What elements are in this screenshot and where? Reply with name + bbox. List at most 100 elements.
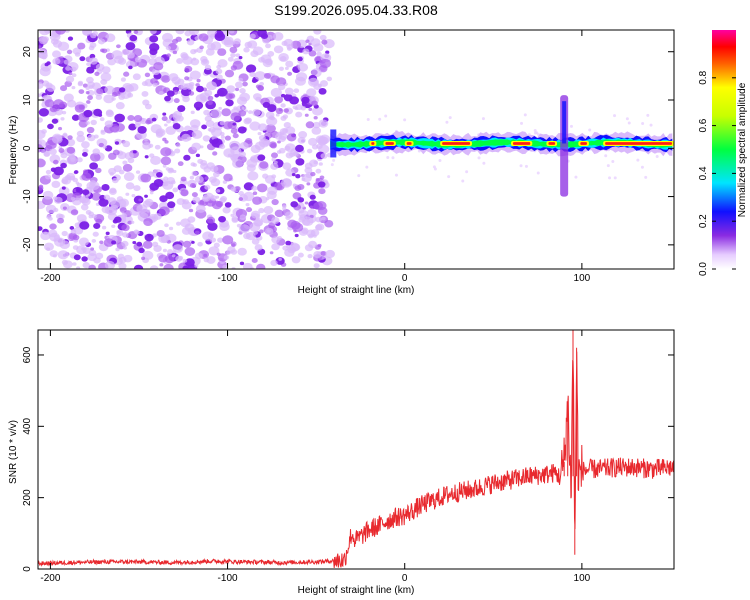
carrier-band-green bbox=[330, 139, 673, 148]
noise-speckle bbox=[203, 257, 210, 263]
noise-speckle bbox=[206, 216, 216, 224]
noise-speckle bbox=[191, 192, 198, 198]
noise-speckle bbox=[239, 151, 246, 158]
noise-speckle bbox=[239, 88, 246, 94]
noise-speckle bbox=[264, 72, 272, 79]
noise-speckle bbox=[284, 66, 289, 71]
noise-speckle bbox=[206, 256, 216, 264]
noise-speckle bbox=[222, 264, 228, 269]
noise-speckle bbox=[172, 244, 184, 253]
noise-speckle bbox=[230, 213, 235, 217]
noise-speckle bbox=[282, 128, 289, 134]
noise-speckle bbox=[53, 196, 63, 204]
noise-speckle bbox=[118, 262, 127, 269]
noise-speckle bbox=[123, 246, 127, 250]
noise-speckle bbox=[116, 230, 124, 237]
snr-y-label: SNR (10 * v/v) bbox=[8, 420, 19, 484]
noise-speckle bbox=[282, 206, 287, 211]
noise-speckle bbox=[57, 217, 64, 224]
faint-speckle bbox=[640, 165, 644, 169]
noise-speckle bbox=[114, 216, 122, 223]
faint-speckle bbox=[384, 114, 388, 118]
faint-speckle bbox=[627, 121, 631, 125]
noise-speckle bbox=[194, 230, 200, 235]
noise-speckle bbox=[258, 134, 266, 141]
noise-speckle bbox=[100, 129, 105, 133]
noise-speckle bbox=[125, 42, 136, 51]
noise-speckle bbox=[92, 148, 101, 155]
noise-speckle bbox=[293, 150, 299, 155]
noise-speckle bbox=[202, 231, 214, 241]
noise-speckle bbox=[38, 36, 49, 45]
noise-speckle bbox=[286, 133, 297, 142]
noise-speckle bbox=[222, 206, 231, 214]
noise-speckle bbox=[162, 248, 168, 253]
noise-speckle bbox=[273, 160, 278, 165]
noise-speckle bbox=[118, 169, 125, 175]
noise-speckle bbox=[180, 83, 189, 90]
noise-speckle bbox=[184, 76, 190, 81]
noise-speckle bbox=[318, 162, 323, 166]
noise-speckle bbox=[271, 174, 277, 179]
noise-speckle bbox=[311, 100, 318, 107]
spectrogram-x-tick-label: 0 bbox=[402, 273, 408, 284]
noise-speckle bbox=[238, 197, 244, 201]
noise-speckle bbox=[217, 48, 227, 56]
noise-speckle bbox=[242, 81, 248, 87]
noise-speckle bbox=[144, 103, 152, 110]
faint-speckle bbox=[625, 117, 629, 121]
noise-speckle bbox=[257, 132, 262, 136]
noise-speckle bbox=[132, 150, 137, 154]
noise-speckle bbox=[295, 144, 304, 153]
noise-speckle bbox=[121, 212, 126, 216]
noise-speckle bbox=[45, 204, 57, 214]
noise-speckle bbox=[177, 161, 184, 167]
noise-speckle bbox=[77, 42, 86, 50]
noise-speckle bbox=[107, 58, 116, 66]
noise-speckle bbox=[270, 142, 277, 149]
noise-speckle bbox=[109, 172, 114, 176]
noise-speckle bbox=[243, 47, 250, 53]
noise-speckle bbox=[259, 161, 269, 169]
noise-speckle bbox=[291, 256, 301, 264]
noise-speckle bbox=[188, 91, 195, 96]
noise-speckle bbox=[71, 73, 77, 78]
noise-speckle bbox=[66, 49, 73, 55]
faint-speckle bbox=[608, 176, 612, 180]
noise-speckle bbox=[267, 229, 271, 233]
noise-speckle bbox=[70, 196, 76, 201]
spectrogram-y-tick-label: -20 bbox=[22, 237, 33, 252]
noise-speckle bbox=[64, 30, 70, 33]
noise-speckle bbox=[97, 113, 103, 117]
noise-speckle bbox=[95, 167, 102, 174]
noise-speckle bbox=[51, 118, 59, 124]
noise-speckle bbox=[306, 182, 311, 186]
noise-speckle bbox=[309, 194, 316, 200]
noise-speckle bbox=[165, 45, 172, 51]
noise-speckle bbox=[190, 49, 197, 55]
noise-speckle bbox=[122, 140, 131, 148]
noise-speckle bbox=[90, 32, 97, 39]
noise-speckle bbox=[197, 241, 203, 247]
noise-speckle bbox=[38, 226, 43, 231]
noise-speckle bbox=[132, 240, 137, 245]
noise-speckle bbox=[202, 135, 211, 142]
noise-speckle bbox=[71, 86, 76, 90]
band-red-segment bbox=[406, 142, 412, 145]
noise-speckle bbox=[141, 91, 149, 97]
noise-speckle bbox=[49, 148, 57, 155]
noise-speckle bbox=[270, 87, 282, 98]
noise-speckle bbox=[174, 148, 181, 154]
noise-speckle bbox=[104, 260, 116, 269]
noise-speckle bbox=[65, 138, 76, 147]
noise-speckle bbox=[73, 254, 81, 261]
noise-speckle bbox=[60, 85, 68, 92]
noise-speckle bbox=[273, 45, 284, 54]
noise-speckle bbox=[282, 162, 292, 170]
noise-speckle bbox=[142, 142, 152, 150]
noise-speckle bbox=[71, 114, 80, 121]
noise-speckle bbox=[189, 70, 201, 80]
noise-speckle bbox=[207, 222, 218, 231]
noise-speckle bbox=[172, 50, 178, 55]
noise-speckle bbox=[122, 163, 133, 172]
